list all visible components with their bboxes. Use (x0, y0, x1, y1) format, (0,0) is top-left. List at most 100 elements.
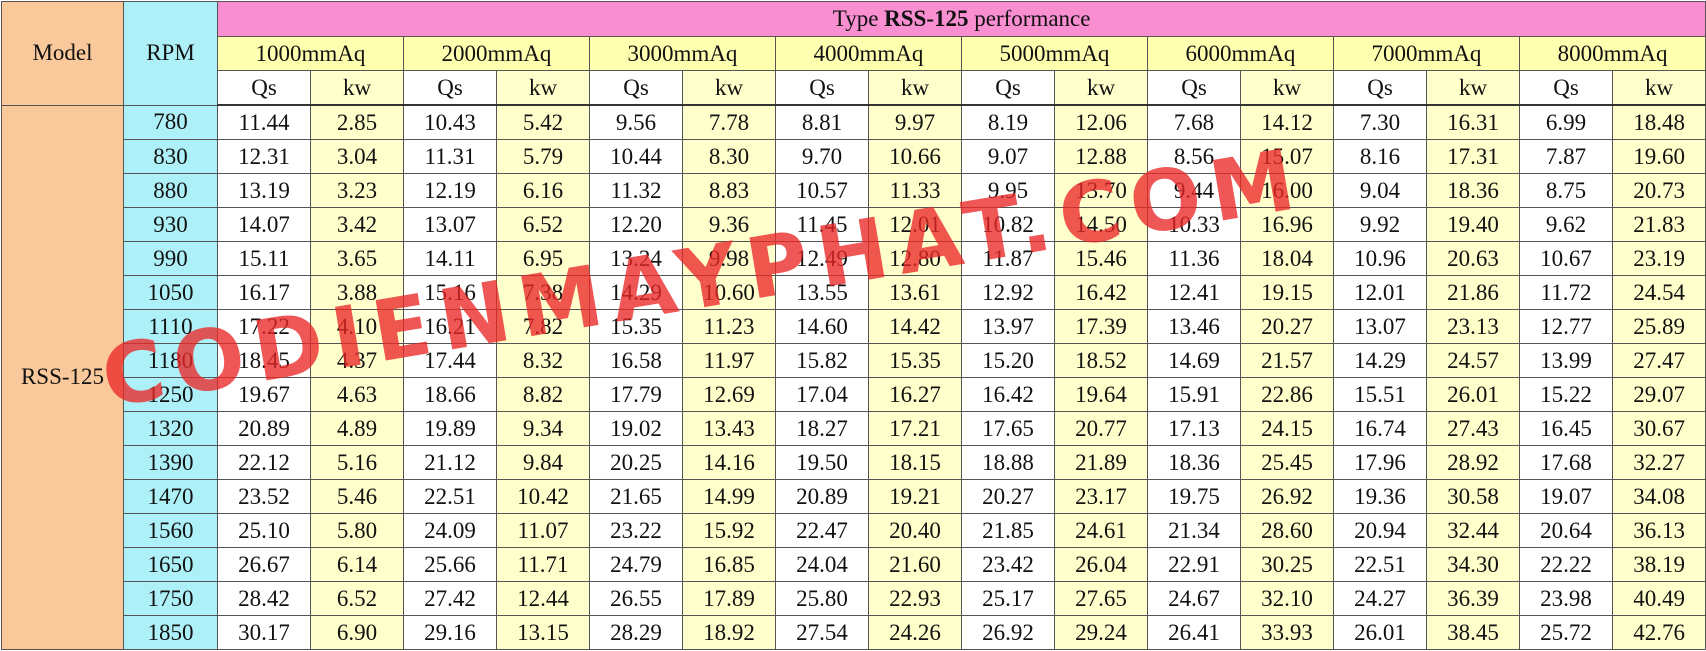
value-cell: 15.82 (775, 343, 869, 378)
pressure-header: 5000mmAq (961, 36, 1148, 71)
value-cell: 21.60 (868, 547, 962, 582)
value-cell: 11.32 (589, 173, 683, 208)
value-cell: 13.15 (496, 615, 590, 650)
value-cell: 26.01 (1333, 615, 1427, 650)
value-cell: 11.45 (775, 207, 869, 242)
value-cell: 10.66 (868, 139, 962, 174)
value-cell: 13.61 (868, 275, 962, 310)
value-cell: 11.97 (682, 343, 776, 378)
value-cell: 9.56 (589, 104, 683, 140)
value-cell: 8.75 (1519, 173, 1613, 208)
value-cell: 17.79 (589, 377, 683, 412)
value-cell: 11.07 (496, 513, 590, 548)
value-cell: 32.10 (1240, 581, 1334, 616)
value-cell: 11.44 (217, 104, 311, 140)
value-cell: 24.57 (1426, 343, 1520, 378)
value-cell: 20.27 (961, 479, 1055, 514)
value-cell: 6.16 (496, 173, 590, 208)
value-cell: 28.29 (589, 615, 683, 650)
rpm-cell: 830 (123, 139, 218, 174)
value-cell: 18.36 (1147, 445, 1241, 480)
value-cell: 30.25 (1240, 547, 1334, 582)
value-cell: 12.19 (403, 173, 497, 208)
value-cell: 15.91 (1147, 377, 1241, 412)
value-cell: 22.86 (1240, 377, 1334, 412)
value-cell: 6.52 (310, 581, 404, 616)
rpm-cell: 1390 (123, 445, 218, 480)
value-cell: 6.95 (496, 241, 590, 276)
value-cell: 10.96 (1333, 241, 1427, 276)
value-cell: 8.32 (496, 343, 590, 378)
sub-header: kw (682, 70, 776, 106)
value-cell: 12.69 (682, 377, 776, 412)
value-cell: 21.89 (1054, 445, 1148, 480)
sub-header: Qs (1147, 70, 1241, 106)
value-cell: 14.69 (1147, 343, 1241, 378)
value-cell: 8.82 (496, 377, 590, 412)
value-cell: 9.04 (1333, 173, 1427, 208)
value-cell: 13.19 (217, 173, 311, 208)
value-cell: 12.20 (589, 207, 683, 242)
value-cell: 18.88 (961, 445, 1055, 480)
value-cell: 18.52 (1054, 343, 1148, 378)
data-row: 830 12.31 3.04 11.31 5.79 10.44 8.30 9.70 10.66 9… (2, 139, 1706, 174)
value-cell: 11.31 (403, 139, 497, 174)
value-cell: 33.93 (1240, 615, 1334, 650)
value-cell: 29.16 (403, 615, 497, 650)
rpm-cell: 1650 (123, 547, 218, 582)
value-cell: 15.11 (217, 241, 311, 276)
sub-header: Qs (1333, 70, 1427, 106)
value-cell: 16.42 (961, 377, 1055, 412)
value-cell: 9.92 (1333, 207, 1427, 242)
data-row: 880 13.19 3.23 12.19 6.16 11.32 8.83 10.57 11.33… (2, 173, 1706, 208)
data-row: 1750 28.42 6.52 27.42 12.44 26.55 17.89 25.80 22… (2, 581, 1706, 616)
value-cell: 17.04 (775, 377, 869, 412)
value-cell: 13.70 (1054, 173, 1148, 208)
value-cell: 24.67 (1147, 581, 1241, 616)
rpm-cell: 1050 (123, 275, 218, 310)
value-cell: 38.19 (1611, 547, 1706, 582)
value-cell: 19.50 (775, 445, 869, 480)
value-cell: 22.47 (775, 513, 869, 548)
sub-header: kw (310, 70, 404, 106)
data-row: 990 15.11 3.65 14.11 6.95 13.24 9.98 12.49 12.80… (2, 241, 1706, 276)
rpm-cell: 1110 (123, 309, 218, 344)
value-cell: 26.55 (589, 581, 683, 616)
data-row: RSS-125 780 11.44 2.85 10.43 5.42 9.56 7.78 8.81… (1, 104, 1706, 650)
rpm-cell: 990 (123, 241, 218, 276)
pressure-header: 4000mmAq (775, 36, 962, 71)
value-cell: 17.13 (1147, 411, 1241, 446)
value-cell: 23.22 (589, 513, 683, 548)
pressure-header: 3000mmAq (589, 36, 776, 71)
value-cell: 10.82 (961, 207, 1055, 242)
value-cell: 19.02 (589, 411, 683, 446)
value-cell: 13.07 (403, 207, 497, 242)
value-cell: 30.67 (1611, 411, 1706, 446)
value-cell: 12.06 (1054, 104, 1148, 140)
value-cell: 25.17 (961, 581, 1055, 616)
value-cell: 20.73 (1611, 173, 1706, 208)
value-cell: 13.97 (961, 309, 1055, 344)
model-cell: RSS-125 (1, 104, 124, 650)
value-cell: 19.64 (1054, 377, 1148, 412)
value-cell: 32.44 (1426, 513, 1520, 548)
value-cell: 10.67 (1519, 241, 1613, 276)
value-cell: 10.33 (1147, 207, 1241, 242)
value-cell: 14.50 (1054, 207, 1148, 242)
value-cell: 14.60 (775, 309, 869, 344)
value-cell: 12.77 (1519, 309, 1613, 344)
value-cell: 16.17 (217, 275, 311, 310)
value-cell: 14.07 (217, 207, 311, 242)
sub-header: Qs (589, 70, 683, 106)
value-cell: 15.92 (682, 513, 776, 548)
value-cell: 9.07 (961, 139, 1055, 174)
rpm-cell: 1850 (123, 615, 218, 650)
value-cell: 19.75 (1147, 479, 1241, 514)
value-cell: 9.70 (775, 139, 869, 174)
model-header: Model (1, 1, 124, 106)
rpm-cell: 1470 (123, 479, 218, 514)
value-cell: 23.98 (1519, 581, 1613, 616)
data-row: 1650 26.67 6.14 25.66 11.71 24.79 16.85 24.04 21… (2, 547, 1706, 582)
data-row: 1250 19.67 4.63 18.66 8.82 17.79 12.69 17.04 16.… (2, 377, 1706, 412)
